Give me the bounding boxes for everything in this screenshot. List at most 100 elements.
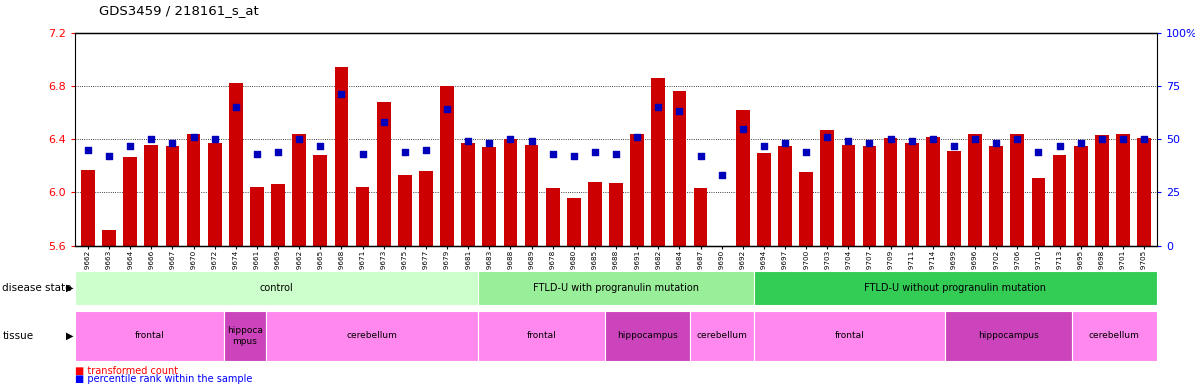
Bar <box>461 143 476 246</box>
Bar <box>1011 134 1024 246</box>
Point <box>817 134 836 140</box>
Point <box>691 153 710 159</box>
Text: cerebellum: cerebellum <box>697 331 748 341</box>
Bar <box>1031 178 1046 246</box>
Point <box>396 149 415 155</box>
Bar <box>1095 135 1109 246</box>
Bar <box>503 139 517 246</box>
Point <box>522 138 541 144</box>
Bar <box>651 78 666 246</box>
Bar <box>778 146 792 246</box>
Text: FTLD-U with progranulin mutation: FTLD-U with progranulin mutation <box>533 283 699 293</box>
Bar <box>821 130 834 246</box>
Point <box>606 151 625 157</box>
Point <box>479 141 498 147</box>
Bar <box>799 172 813 246</box>
Point <box>839 138 858 144</box>
Text: hippocampus: hippocampus <box>618 331 679 341</box>
Point <box>944 142 963 149</box>
Bar <box>335 67 348 246</box>
Bar <box>566 198 581 246</box>
Point <box>142 136 161 142</box>
Point <box>860 141 880 147</box>
Point <box>712 172 731 179</box>
Point <box>564 153 583 159</box>
Bar <box>483 147 496 246</box>
Point <box>881 136 900 142</box>
Bar <box>313 155 327 246</box>
Text: control: control <box>259 283 294 293</box>
Point <box>1029 149 1048 155</box>
Bar <box>271 184 284 246</box>
Bar <box>715 246 729 260</box>
Text: ▶: ▶ <box>66 331 73 341</box>
Point <box>1092 136 1111 142</box>
Bar <box>863 146 876 246</box>
Bar <box>250 187 264 246</box>
Point <box>163 141 182 147</box>
Bar <box>293 134 306 246</box>
Point <box>670 108 690 114</box>
Point <box>289 136 308 142</box>
Bar <box>756 152 771 246</box>
Point <box>374 119 393 125</box>
Bar <box>419 171 433 246</box>
Bar <box>609 183 623 246</box>
Point <box>416 147 435 153</box>
Point <box>1134 136 1153 142</box>
Bar <box>398 175 411 246</box>
Point <box>332 91 351 98</box>
Bar <box>440 86 454 246</box>
Bar <box>186 134 201 246</box>
Point <box>247 151 266 157</box>
Point <box>543 151 562 157</box>
Point <box>966 136 985 142</box>
Bar <box>1116 134 1129 246</box>
Bar <box>166 146 179 246</box>
Point <box>437 106 456 113</box>
Bar <box>1053 155 1066 246</box>
Text: ■ transformed count: ■ transformed count <box>75 366 178 376</box>
Point <box>902 138 921 144</box>
Point <box>649 104 668 110</box>
Point <box>987 141 1006 147</box>
Bar <box>229 83 243 246</box>
Point <box>924 136 943 142</box>
Bar <box>208 143 221 246</box>
Point <box>353 151 372 157</box>
Bar <box>693 189 707 246</box>
Point <box>226 104 245 110</box>
Point <box>206 136 225 142</box>
Text: cerebellum: cerebellum <box>1089 331 1140 341</box>
Text: disease state: disease state <box>2 283 72 293</box>
Point <box>459 138 478 144</box>
Text: ▶: ▶ <box>66 283 73 293</box>
Point <box>1114 136 1133 142</box>
Text: frontal: frontal <box>527 331 557 341</box>
Bar <box>81 170 94 246</box>
Point <box>1071 141 1090 147</box>
Point <box>79 147 98 153</box>
Point <box>99 153 118 159</box>
Bar <box>588 182 602 246</box>
Bar <box>356 187 369 246</box>
Text: FTLD-U without progranulin mutation: FTLD-U without progranulin mutation <box>864 283 1047 293</box>
Point <box>754 142 773 149</box>
Bar <box>525 144 539 246</box>
Point <box>627 134 646 140</box>
Bar <box>103 230 116 246</box>
Bar <box>145 144 158 246</box>
Point <box>184 134 203 140</box>
Bar <box>546 189 559 246</box>
Point <box>501 136 520 142</box>
Bar <box>673 91 686 246</box>
Bar <box>630 134 644 246</box>
Bar <box>968 134 982 246</box>
Bar <box>905 143 919 246</box>
Text: GDS3459 / 218161_s_at: GDS3459 / 218161_s_at <box>99 4 259 17</box>
Point <box>1050 142 1070 149</box>
Text: tissue: tissue <box>2 331 33 341</box>
Bar <box>1074 146 1087 246</box>
Bar <box>736 110 749 246</box>
Point <box>776 141 795 147</box>
